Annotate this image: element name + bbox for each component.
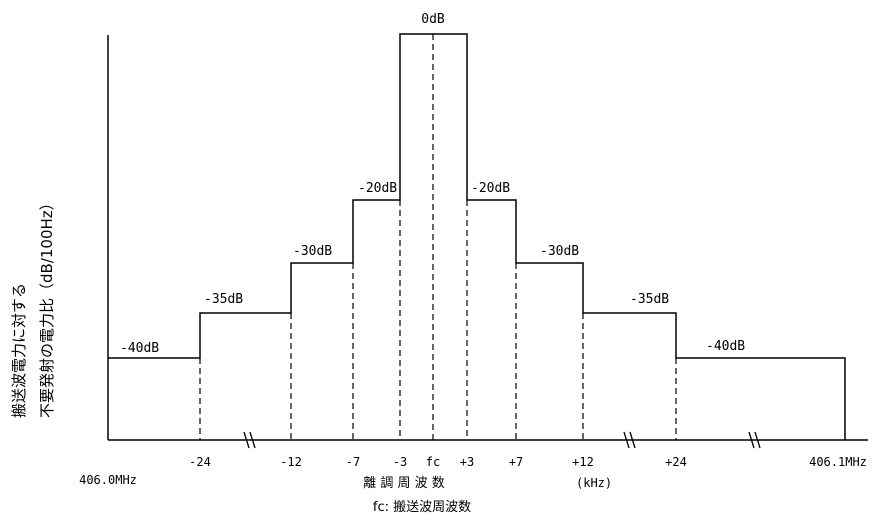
svg-text:+24: +24 xyxy=(665,455,687,469)
x-axis-unit: (kHz) xyxy=(576,476,612,490)
svg-text:fc: fc xyxy=(426,455,440,469)
svg-text:+12: +12 xyxy=(572,455,594,469)
level-label-minus40-left: -40dB xyxy=(120,341,159,356)
svg-text:不要発射の電力比（dB/100Hz）: 不要発射の電力比（dB/100Hz） xyxy=(38,195,56,418)
svg-text:+7: +7 xyxy=(509,455,523,469)
freq-left-label: 406.0MHz xyxy=(79,473,137,487)
level-label-minus40-right: -40dB xyxy=(706,339,745,354)
svg-text:+3: +3 xyxy=(460,455,474,469)
svg-text:-24: -24 xyxy=(189,455,211,469)
mask-outline xyxy=(108,33,846,440)
level-label-minus30-right: -30dB xyxy=(540,244,579,259)
svg-text:-3: -3 xyxy=(393,455,407,469)
svg-text:-12: -12 xyxy=(280,455,302,469)
level-label-minus35-right: -35dB xyxy=(630,292,669,307)
tick-labels: -24 -12 -7 -3 fc +3 +7 +12 +24 xyxy=(189,455,687,469)
level-label-minus20-right: -20dB xyxy=(471,181,510,196)
axis-break-marks xyxy=(243,431,761,449)
level-label-minus30-left: -30dB xyxy=(293,244,332,259)
y-axis-label-line2: 不要発射の電力比（dB/100Hz） xyxy=(38,195,56,418)
x-axis-title: 離 調 周 波 数 xyxy=(363,476,445,491)
freq-right-label: 406.1MHz xyxy=(809,455,867,469)
level-label-0db: 0dB xyxy=(421,12,445,27)
svg-text:-7: -7 xyxy=(346,455,360,469)
fc-note: fc: 搬送波周波数 xyxy=(373,500,471,515)
dashed-guides xyxy=(199,34,677,440)
level-label-minus35-left: -35dB xyxy=(204,292,243,307)
svg-text:搬送波電力に対する: 搬送波電力に対する xyxy=(10,283,28,418)
level-label-minus20-left: -20dB xyxy=(358,181,397,196)
y-axis-label: 搬送波電力に対する xyxy=(10,283,28,418)
